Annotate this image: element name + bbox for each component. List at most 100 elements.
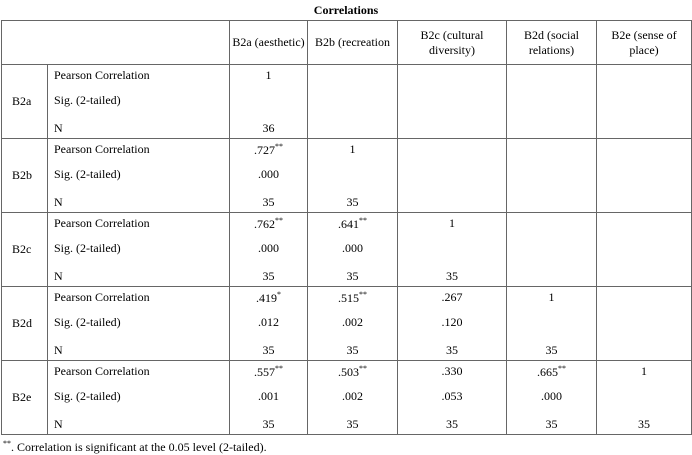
value-cell: .053 xyxy=(397,385,507,408)
value-cell xyxy=(397,186,507,213)
value-cell xyxy=(397,64,507,89)
stat-label: Pearson Correlation xyxy=(47,138,230,163)
footnote: **. Correlation is significant at the 0.… xyxy=(3,439,692,455)
stat-label: Sig. (2-tailed) xyxy=(54,389,121,403)
value-cell: .503** xyxy=(307,360,398,385)
value-cell: .002 xyxy=(307,311,398,334)
cell-value: .000 xyxy=(258,167,279,181)
value-cell: 1 xyxy=(397,212,507,237)
cell-value: .012 xyxy=(258,315,279,329)
cell-value: .641 xyxy=(338,217,359,231)
stat-label: N xyxy=(47,112,230,139)
table-row: B2d Pearson Correlation .419* .515** .267 1 xyxy=(1,286,692,361)
cell-value: 35 xyxy=(446,417,458,431)
value-cell xyxy=(307,89,398,112)
cell-value: .762 xyxy=(254,217,275,231)
value-cell xyxy=(397,138,507,163)
value-cell xyxy=(397,163,507,186)
value-cell: .665** xyxy=(506,360,597,385)
value-cell: .330 xyxy=(397,360,507,385)
value-cell: .727** xyxy=(229,138,308,163)
cell-value: .002 xyxy=(342,389,363,403)
cell-value: .000 xyxy=(258,241,279,255)
table-row: Sig. (2-tailed) xyxy=(2,89,692,112)
stat-label: N xyxy=(47,408,230,435)
value-cell: 35 xyxy=(307,334,398,361)
value-cell xyxy=(506,212,597,237)
value-cell xyxy=(596,260,692,287)
table-row: N 35 35 35 xyxy=(2,260,692,287)
page: Correlations B2a (aesthetic) B2b (recreat… xyxy=(1,3,692,454)
value-cell xyxy=(596,311,692,334)
column-header: B2b (recreation xyxy=(307,20,398,65)
value-cell: 35 xyxy=(307,186,398,213)
value-cell: 35 xyxy=(307,408,398,435)
value-cell: .120 xyxy=(397,311,507,334)
value-cell: 1 xyxy=(229,64,308,89)
value-cell: 35 xyxy=(229,186,308,213)
cell-value: 1 xyxy=(641,364,647,378)
stat-label: Sig. (2-tailed) xyxy=(54,315,121,329)
column-header: B2d (social relations) xyxy=(506,20,597,65)
value-cell: .000 xyxy=(506,385,597,408)
table-title: Correlations xyxy=(313,3,379,17)
cell-value: 35 xyxy=(545,417,558,431)
value-cell xyxy=(506,237,597,260)
cell-value: .002 xyxy=(342,315,363,329)
value-cell xyxy=(596,385,692,408)
stat-label: N xyxy=(47,186,230,213)
stat-label: Pearson Correlation xyxy=(47,64,230,89)
value-cell: .557** xyxy=(229,360,308,385)
significance-marker: * xyxy=(277,290,281,299)
column-header: B2c (cultural diversity) xyxy=(397,20,507,65)
value-cell: 35 xyxy=(596,408,692,435)
stat-label: N xyxy=(47,260,230,287)
value-cell xyxy=(229,89,308,112)
value-cell xyxy=(397,112,507,139)
cell-value: 35 xyxy=(346,269,359,283)
cell-value: 35 xyxy=(262,195,275,209)
table-row: B2c Pearson Correlation .762** .641** 1 xyxy=(1,212,692,287)
stat-label: Sig. (2-tailed) xyxy=(54,167,121,181)
value-cell: 35 xyxy=(397,408,507,435)
value-cell: 35 xyxy=(229,260,308,287)
table-row: Sig. (2-tailed) .000 .000 xyxy=(2,237,692,260)
value-cell xyxy=(596,112,692,139)
value-cell xyxy=(506,186,597,213)
significance-marker: ** xyxy=(359,290,367,299)
value-cell: .001 xyxy=(229,385,308,408)
value-cell: .419* xyxy=(229,286,308,311)
stat-label: N xyxy=(47,334,230,361)
table-row: N 35 35 35 35 35 xyxy=(2,408,692,435)
cell-value: .665 xyxy=(537,365,558,379)
value-cell xyxy=(307,64,398,89)
value-cell: .267 xyxy=(397,286,507,311)
value-cell xyxy=(596,163,692,186)
table-row: Sig. (2-tailed) .000 xyxy=(2,163,692,186)
value-cell xyxy=(596,186,692,213)
cell-value: .503 xyxy=(338,365,359,379)
cell-value: 35 xyxy=(262,417,275,431)
value-cell xyxy=(596,89,692,112)
stat-label: Pearson Correlation xyxy=(47,286,230,311)
table-row: Sig. (2-tailed) .012 .002 .120 xyxy=(2,311,692,334)
value-cell: 35 xyxy=(229,408,308,435)
significance-marker: ** xyxy=(558,364,566,373)
value-cell xyxy=(397,89,507,112)
cell-value: .120 xyxy=(441,315,463,329)
value-cell: .762** xyxy=(229,212,308,237)
value-cell xyxy=(596,286,692,311)
header-row: B2a (aesthetic) B2b (recreation B2c (cultu… xyxy=(1,20,692,65)
row-group-label: B2e xyxy=(1,360,48,435)
value-cell xyxy=(506,260,597,287)
correlation-table: B2a (aesthetic) B2b (recreation B2c (cultu… xyxy=(1,20,692,435)
cell-value: 1 xyxy=(265,68,272,82)
value-cell xyxy=(596,212,692,237)
cell-value: .515 xyxy=(338,291,359,305)
value-cell: 35 xyxy=(397,260,507,287)
cell-value: 1 xyxy=(349,142,356,156)
value-cell: 1 xyxy=(596,360,692,385)
cell-value: 35 xyxy=(262,269,275,283)
cell-value: 35 xyxy=(346,195,359,209)
value-cell: 35 xyxy=(506,408,597,435)
